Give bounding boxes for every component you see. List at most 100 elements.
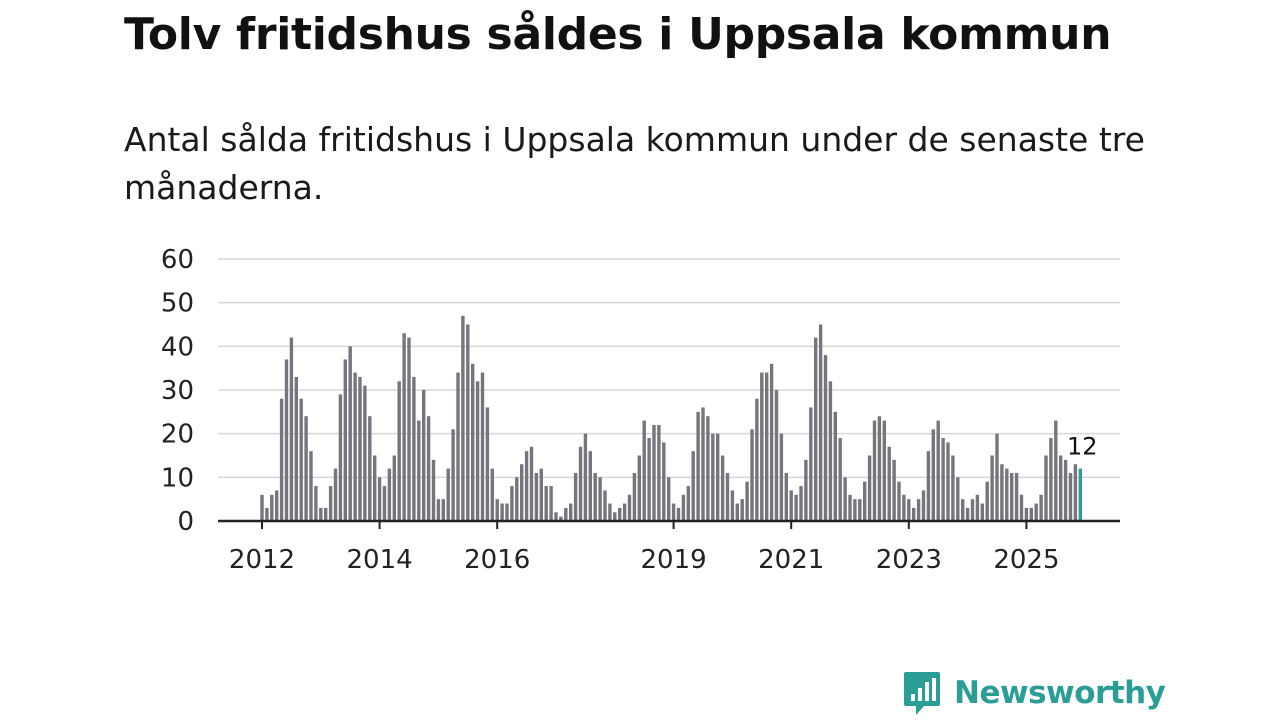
bar <box>848 494 852 521</box>
bar <box>441 499 445 521</box>
bar <box>284 359 289 521</box>
bar <box>706 416 710 521</box>
bar <box>622 503 627 521</box>
bar <box>961 499 965 521</box>
bar <box>294 376 298 521</box>
bar <box>897 481 901 521</box>
bar <box>456 372 460 521</box>
bar <box>417 420 421 521</box>
bar <box>588 451 592 521</box>
bar <box>863 481 867 521</box>
bar <box>769 363 774 521</box>
y-tick-label: 50 <box>161 289 194 319</box>
bar <box>853 499 857 521</box>
bar <box>353 372 357 521</box>
bar <box>407 337 411 521</box>
bar <box>392 455 396 521</box>
bar <box>608 503 612 521</box>
bar <box>559 516 563 521</box>
bar <box>529 446 534 521</box>
bar <box>799 486 803 521</box>
bar <box>348 346 352 521</box>
y-tick-label: 30 <box>161 376 194 406</box>
bar <box>368 416 372 521</box>
bar <box>1059 455 1063 521</box>
bar <box>965 507 970 521</box>
bar <box>1014 472 1019 521</box>
bar <box>784 472 788 521</box>
y-tick-label: 10 <box>161 463 194 493</box>
bar <box>270 494 274 521</box>
bar <box>711 433 715 521</box>
bar <box>397 381 401 521</box>
bar <box>789 490 793 521</box>
page-subtitle: Antal sålda fritidshus i Uppsala kommun … <box>124 120 1145 207</box>
bar <box>1024 507 1029 521</box>
bar <box>892 459 896 521</box>
bar <box>471 363 475 521</box>
bar <box>343 359 347 521</box>
bar <box>363 385 367 521</box>
bar <box>338 394 343 521</box>
bar <box>980 503 984 521</box>
x-axis <box>218 519 1120 529</box>
bar <box>627 494 632 521</box>
bar <box>838 438 842 521</box>
bar <box>1005 468 1009 521</box>
bar <box>696 411 700 521</box>
bar <box>520 464 524 521</box>
bar-series <box>260 315 1082 521</box>
bar <box>598 477 602 521</box>
x-tick-label: 2012 <box>229 545 295 575</box>
bar <box>730 490 735 521</box>
bar <box>686 486 690 521</box>
bar <box>333 468 338 521</box>
bar <box>755 398 759 521</box>
x-tick-label: 2021 <box>758 545 824 575</box>
bar <box>324 507 328 521</box>
bar <box>652 424 656 521</box>
bar <box>451 429 455 521</box>
bar <box>1054 420 1058 521</box>
bar <box>1073 464 1078 521</box>
bar <box>902 494 906 521</box>
bar <box>1039 494 1043 521</box>
bar <box>475 381 480 521</box>
bar <box>279 398 284 521</box>
bar <box>990 455 994 521</box>
bar <box>613 512 617 521</box>
bar <box>833 411 837 521</box>
bar-latest <box>1078 468 1082 521</box>
bar <box>667 477 671 521</box>
bar <box>1010 472 1014 521</box>
bar <box>779 433 784 521</box>
bar <box>720 455 725 521</box>
bar <box>304 416 308 521</box>
bar <box>382 486 387 521</box>
bar <box>1068 472 1073 521</box>
bar <box>564 507 568 521</box>
bar <box>956 477 960 521</box>
bar <box>941 438 945 521</box>
bar <box>916 499 921 521</box>
bar <box>794 494 798 521</box>
bar <box>637 455 641 521</box>
x-axis-tick-labels: 2012 2014 2016 2019 2021 2023 2025 <box>229 545 1060 575</box>
bar <box>1044 455 1048 521</box>
latest-value-label: 12 <box>1067 433 1098 461</box>
bar <box>373 455 377 521</box>
bar <box>328 486 333 521</box>
bar <box>1019 494 1024 521</box>
bar <box>1000 464 1004 521</box>
bar <box>490 468 494 521</box>
bar <box>946 442 950 521</box>
bar <box>495 499 499 521</box>
bar <box>515 477 519 521</box>
bar <box>446 468 450 521</box>
x-tick-label: 2014 <box>347 545 413 575</box>
bar <box>882 420 886 521</box>
bar <box>387 468 392 521</box>
bar <box>774 390 779 521</box>
x-tick-label: 2023 <box>876 545 942 575</box>
bar <box>725 472 730 521</box>
